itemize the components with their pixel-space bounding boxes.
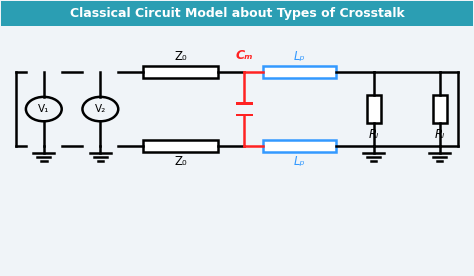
FancyBboxPatch shape bbox=[1, 1, 473, 26]
Text: Lₚ: Lₚ bbox=[294, 50, 305, 63]
FancyBboxPatch shape bbox=[143, 66, 218, 78]
Text: Rₗ: Rₗ bbox=[435, 128, 445, 140]
FancyBboxPatch shape bbox=[143, 140, 218, 152]
Text: Z₀: Z₀ bbox=[174, 155, 187, 168]
Text: V₁: V₁ bbox=[38, 104, 49, 114]
Text: Lₚ: Lₚ bbox=[294, 155, 305, 168]
FancyBboxPatch shape bbox=[433, 95, 447, 123]
FancyBboxPatch shape bbox=[263, 66, 336, 78]
FancyBboxPatch shape bbox=[366, 95, 381, 123]
Text: Rₗ: Rₗ bbox=[369, 128, 379, 140]
FancyBboxPatch shape bbox=[236, 102, 253, 105]
Text: Cₘ: Cₘ bbox=[236, 49, 253, 62]
FancyBboxPatch shape bbox=[236, 113, 253, 116]
Text: V₂: V₂ bbox=[95, 104, 106, 114]
Text: Classical Circuit Model about Types of Crosstalk: Classical Circuit Model about Types of C… bbox=[70, 7, 404, 20]
FancyBboxPatch shape bbox=[263, 140, 336, 152]
Text: Z₀: Z₀ bbox=[174, 50, 187, 63]
